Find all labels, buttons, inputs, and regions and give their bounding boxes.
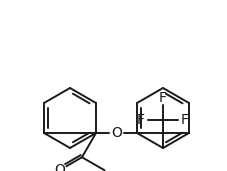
Text: O: O <box>54 163 65 171</box>
Text: O: O <box>111 126 121 140</box>
Text: F: F <box>158 91 166 105</box>
Text: F: F <box>180 113 188 127</box>
Text: F: F <box>136 113 144 127</box>
